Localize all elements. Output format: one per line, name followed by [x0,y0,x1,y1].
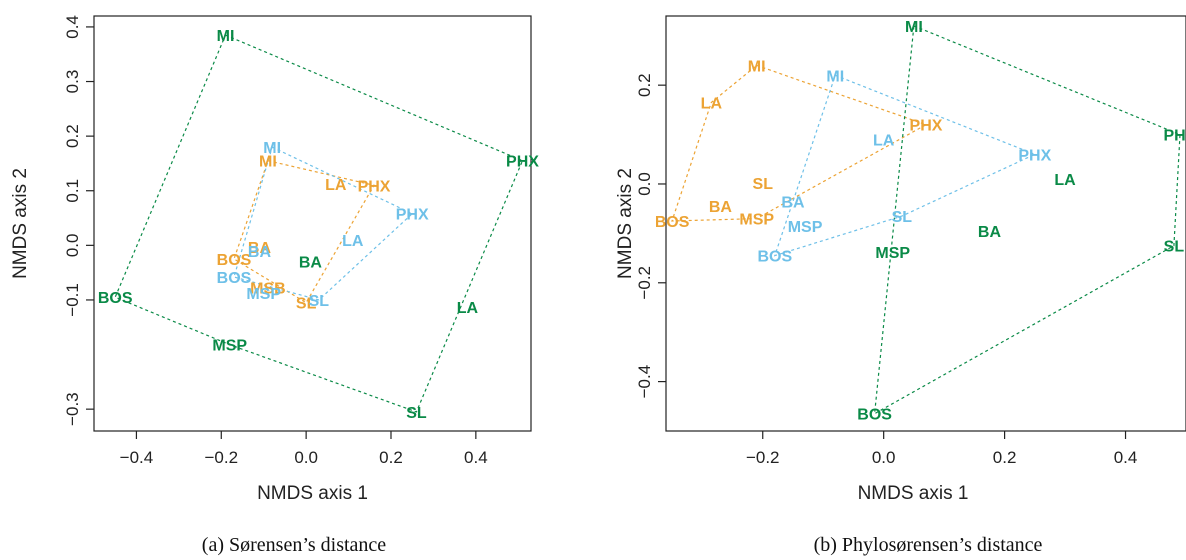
orange-point-mi: MI [259,154,277,171]
orange-hull [671,64,928,222]
x-tick-label: −0.4 [120,448,154,467]
x-tick-label: −0.2 [746,448,780,467]
blue-point-ba: BA [781,194,805,211]
y-tick-label: 0.2 [63,124,82,148]
orange-point-msp: MSP [739,212,774,229]
x-axis-title: NMDS axis 1 [257,483,368,504]
green-point-msp: MSP [875,245,910,262]
green-point-phx: PHX [1164,128,1186,145]
orange-point-phx: PHX [358,178,391,195]
blue-point-ba: BA [248,244,272,261]
orange-point-msb: MSB [250,280,286,297]
y-tick-label: −0.3 [63,392,82,426]
blue-point-mi: MI [826,68,844,85]
green-point-msp: MSP [212,338,247,355]
orange-point-la: LA [701,95,723,112]
y-tick-label: 0.0 [63,234,82,258]
green-point-ba: BA [978,224,1002,241]
blue-point-sl: SL [309,293,330,310]
green-point-la: LA [457,300,479,317]
y-tick-label: 0.4 [63,15,82,39]
orange-point-phx: PHX [910,118,943,135]
orange-point-sl: SL [753,176,774,193]
green-point-mi: MI [217,28,235,45]
orange-point-mi: MI [748,58,766,75]
green-point-bos: BOS [857,407,892,424]
orange-hull [233,159,375,304]
blue-point-bos: BOS [217,270,252,287]
x-tick-label: −0.2 [205,448,239,467]
green-point-mi: MI [905,19,923,36]
x-tick-label: 0.0 [294,448,318,467]
blue-point-msp: MSP [788,219,823,236]
y-tick-label: 0.3 [63,70,82,94]
orange-point-bos: BOS [217,252,252,269]
blue-point-sl: SL [892,209,913,226]
green-hull [114,34,524,413]
panel-b: −0.2 0.0 0.2 0.4 −0.4 −0.2 0.0 0.2 NMDS axis 1 NM… [615,15,1186,556]
y-tick-label: 0.0 [635,172,654,196]
blue-point-msp: MSP [246,286,281,303]
plot-frame [93,15,532,432]
green-hull [873,25,1181,415]
x-tick-label: 0.4 [1114,448,1138,467]
green-point-sl: SL [1164,239,1185,256]
orange-point-sl: SL [296,296,317,313]
panel-caption: (a) Sørensen’s distance [202,534,387,556]
green-point-phx: PHX [506,154,539,171]
blue-point-phx: PHX [1018,147,1051,164]
plot-layer: MILAPHXSLBABOSMSPMILAPHXBAMSPSLBOSMIPHXL… [655,19,1186,424]
y-tick-label: −0.4 [635,365,654,399]
y-tick-label: 0.1 [63,179,82,203]
green-point-ba: BA [299,255,323,272]
blue-hull [773,74,1037,257]
green-point-bos: BOS [98,290,133,307]
orange-point-la: LA [325,177,347,194]
x-axis-title: NMDS axis 1 [858,483,969,504]
y-axis-title: NMDS axis 2 [10,168,31,279]
blue-hull [233,146,414,301]
blue-point-la: LA [342,233,364,250]
panel-caption: (b) Phylosørensen’s distance [814,534,1043,556]
blue-point-bos: BOS [758,249,793,266]
x-tick-label: 0.4 [464,448,488,467]
y-axis-title: NMDS axis 2 [615,168,636,279]
panel-a: −0.4 −0.2 0.0 0.2 0.4 −0.3 −0.1 0.0 0.1 0.2 0.3 0.4… [10,15,539,556]
green-point-la: LA [1054,172,1076,189]
y-tick-label: 0.2 [635,73,654,97]
green-point-sl: SL [406,405,427,422]
orange-point-bos: BOS [655,214,690,231]
blue-point-phx: PHX [396,207,429,224]
y-tick-label: −0.1 [63,283,82,317]
x-tick-label: 0.2 [993,448,1017,467]
blue-point-la: LA [873,133,895,150]
y-tick-label: −0.2 [635,266,654,300]
orange-point-ba: BA [248,240,272,257]
blue-point-mi: MI [263,140,281,157]
x-tick-label: 0.0 [872,448,896,467]
orange-point-ba: BA [709,199,733,216]
plot-frame [665,15,1186,432]
x-tick-label: 0.2 [379,448,403,467]
